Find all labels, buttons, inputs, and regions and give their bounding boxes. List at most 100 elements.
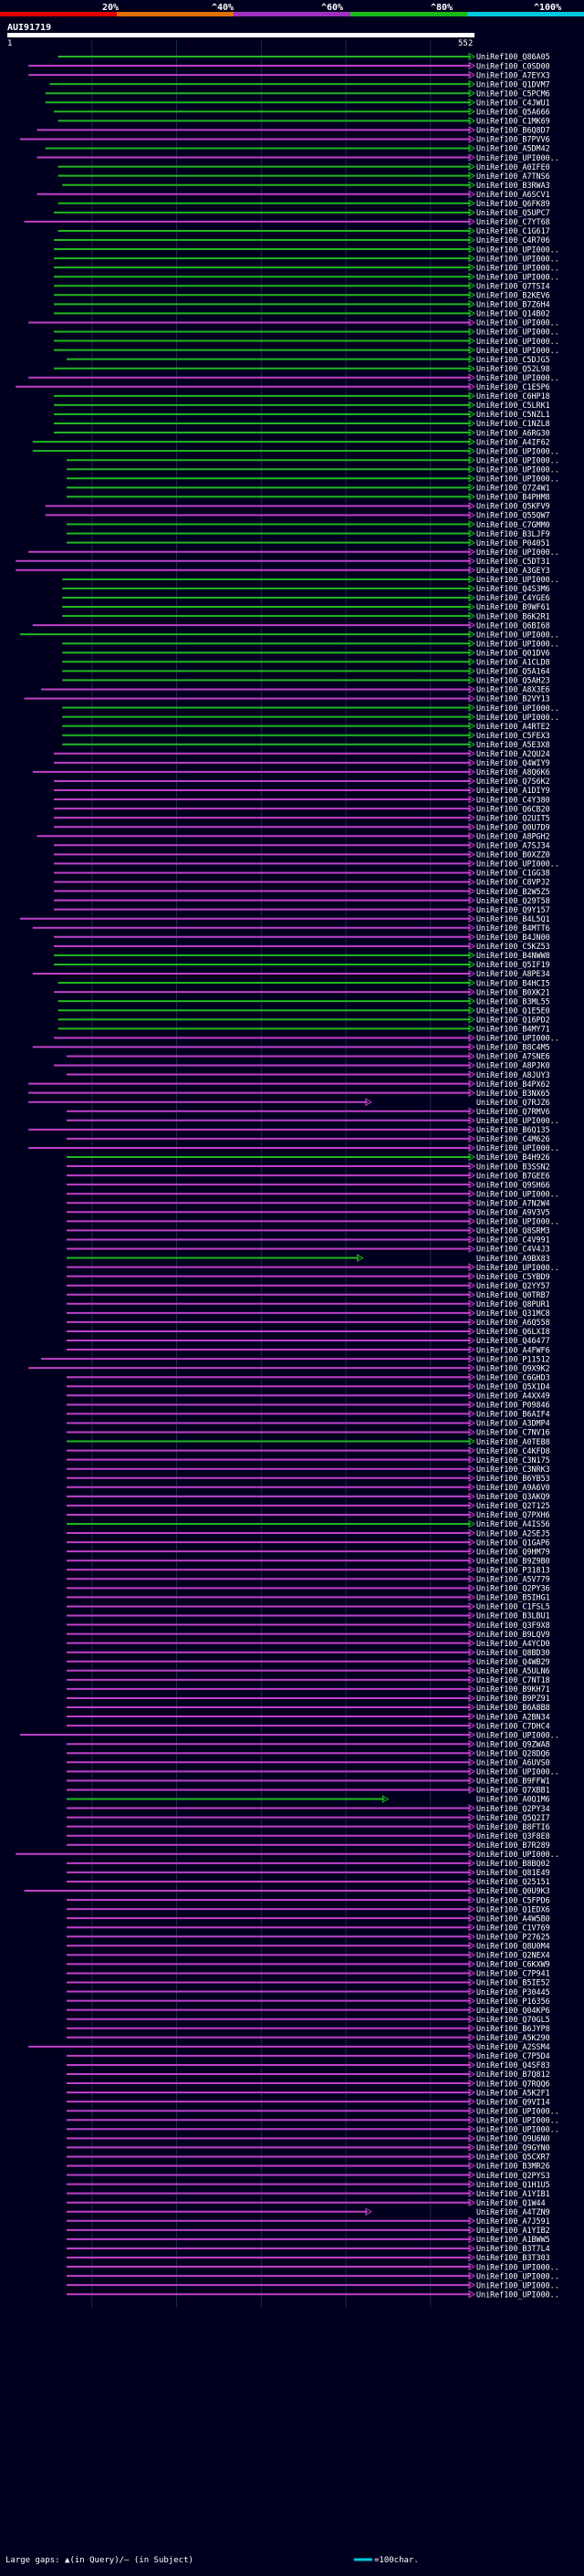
hit-label: UniRef100_Q55QW7 — [476, 511, 550, 520]
hit-label: UniRef100_C7P941 — [476, 1969, 550, 1978]
hit-label: UniRef100_Q4WIY9 — [476, 758, 550, 767]
hit-label: UniRef100_C4YGE6 — [476, 593, 550, 602]
alignment-end-arrow — [468, 1015, 475, 1024]
alignment-end-arrow — [365, 1098, 372, 1107]
hit-label: UniRef100_C7P5D4 — [476, 2051, 550, 2060]
hit-label: UniRef100_Q16PD2 — [476, 1015, 550, 1024]
hit-label: UniRef100_C4R706 — [476, 235, 550, 245]
identity-scale-label: 20% — [102, 3, 119, 13]
hit-label: UniRef100_Q8PUR1 — [476, 1299, 550, 1309]
alignment-end-arrow — [468, 713, 475, 721]
hit-label: UniRef100_Q6BI68 — [476, 621, 550, 630]
alignment-end-arrow — [468, 2153, 475, 2161]
alignment-end-arrow — [468, 1290, 475, 1299]
alignment-end-arrow — [468, 575, 475, 584]
alignment-end-arrow — [468, 1987, 475, 1996]
hit-label: UniRef100_Q9VI14 — [476, 2097, 550, 2106]
alignment-end-arrow — [468, 657, 475, 666]
alignment-end-arrow — [468, 1363, 475, 1372]
alignment-end-arrow — [468, 2235, 475, 2244]
hit-label: UniRef100_UPI000.. — [476, 328, 559, 337]
alignment-end-arrow — [468, 621, 475, 630]
alignment-end-arrow — [468, 2115, 475, 2124]
alignment-end-arrow — [468, 1969, 475, 1977]
hit-label: UniRef100_B2W5Z5 — [476, 887, 550, 896]
alignment-end-arrow — [468, 493, 475, 501]
alignment-end-arrow — [468, 1052, 475, 1060]
hit-label: UniRef100_B3NX65 — [476, 1089, 550, 1098]
alignment-end-arrow — [468, 1428, 475, 1436]
hit-label: UniRef100_C1V769 — [476, 1923, 550, 1932]
alignment-end-arrow — [468, 2198, 475, 2207]
alignment-end-arrow — [468, 208, 475, 217]
alignment-end-arrow — [468, 1198, 475, 1207]
alignment-end-arrow — [468, 364, 475, 373]
alignment-end-arrow — [468, 107, 475, 116]
alignment-end-arrow — [468, 2006, 475, 2015]
hit-label: UniRef100_C5NZL1 — [476, 410, 550, 419]
hit-label: UniRef100_Q5Q2I7 — [476, 1813, 550, 1822]
alignment-end-arrow — [468, 1574, 475, 1583]
alignment-end-arrow — [468, 795, 475, 804]
hit-label: UniRef100_B4HCI5 — [476, 978, 550, 987]
hit-label: UniRef100_C0SD00 — [476, 61, 550, 70]
alignment-end-arrow — [468, 2253, 475, 2262]
alignment-end-arrow — [468, 804, 475, 813]
alignment-end-arrow — [468, 831, 475, 840]
alignment-end-arrow — [468, 1960, 475, 1968]
identity-scale-label: ^40% — [212, 3, 234, 13]
alignment-end-arrow — [468, 1850, 475, 1859]
alignment-end-arrow — [468, 1950, 475, 1959]
alignment-end-arrow — [468, 1299, 475, 1309]
query-id: AUI91719 — [7, 23, 51, 33]
alignment-end-arrow — [468, 281, 475, 290]
alignment-end-arrow — [468, 602, 475, 611]
alignment-end-arrow — [468, 483, 475, 492]
alignment-end-arrow — [468, 1272, 475, 1281]
alignment-end-arrow — [468, 2051, 475, 2060]
hit-label: UniRef100_A4TZN9 — [476, 2207, 550, 2216]
hit-label: UniRef100_Q7RQQ6 — [476, 2079, 550, 2088]
hit-label: UniRef100_C4JWU1 — [476, 98, 550, 107]
alignment-end-arrow — [381, 1795, 390, 1803]
hit-label: UniRef100_C3NRK3 — [476, 1465, 550, 1474]
hit-label: UniRef100_A4FWF6 — [476, 1345, 550, 1354]
hit-label: UniRef100_UPI000.. — [476, 704, 559, 713]
alignment-end-arrow — [468, 1777, 475, 1785]
alignment-end-arrow — [468, 1281, 475, 1290]
hit-label: UniRef100_UPI000.. — [476, 475, 559, 484]
alignment-end-arrow — [468, 419, 475, 428]
hit-label: UniRef100_P30445 — [476, 1987, 550, 1997]
hit-label: UniRef100_B6K2R1 — [476, 611, 550, 621]
alignment-end-arrow — [468, 1437, 475, 1445]
hit-label: UniRef100_A8Q6K6 — [476, 767, 550, 777]
hit-label: UniRef100_B3LBU1 — [476, 1611, 550, 1621]
hit-label: UniRef100_C5FPD6 — [476, 1895, 550, 1904]
alignment-end-arrow — [468, 1997, 475, 2005]
alignment-end-arrow — [468, 1419, 475, 1427]
hit-label: UniRef100_B0XK21 — [476, 987, 550, 996]
hit-label: UniRef100_Q1E5E0 — [476, 1006, 550, 1015]
alignment-end-arrow — [468, 226, 475, 235]
hit-label: UniRef100_B9Z9B0 — [476, 1556, 550, 1565]
hit-label: UniRef100_A1BWW5 — [476, 2235, 550, 2244]
alignment-end-arrow — [468, 1657, 475, 1666]
alignment-end-arrow — [468, 2216, 475, 2226]
alignment-end-arrow — [468, 1501, 475, 1510]
hit-label: UniRef100_A0IFE0 — [476, 162, 550, 172]
hit-label: UniRef100_A3DMP4 — [476, 1419, 550, 1428]
hit-label: UniRef100_C1G617 — [476, 226, 550, 235]
hit-label: UniRef100_Q3F8E8 — [476, 1831, 550, 1841]
alignment-end-arrow — [468, 2024, 475, 2033]
hit-label: UniRef100_C5KZ53 — [476, 942, 550, 951]
query-end-label: 552 — [458, 39, 473, 48]
hit-label: UniRef100_UPI000.. — [476, 153, 559, 162]
alignment-end-arrow — [468, 1089, 475, 1098]
alignment-end-arrow — [468, 1033, 475, 1042]
alignment-end-arrow — [468, 1547, 475, 1556]
hit-label: UniRef100_A5E3X8 — [476, 740, 550, 749]
hit-label: UniRef100_A9BX83 — [476, 1254, 550, 1263]
alignment-end-arrow — [468, 144, 475, 152]
hit-label: UniRef100_Q9ZWA8 — [476, 1739, 550, 1748]
hit-label: UniRef100_Q9HM79 — [476, 1547, 550, 1556]
